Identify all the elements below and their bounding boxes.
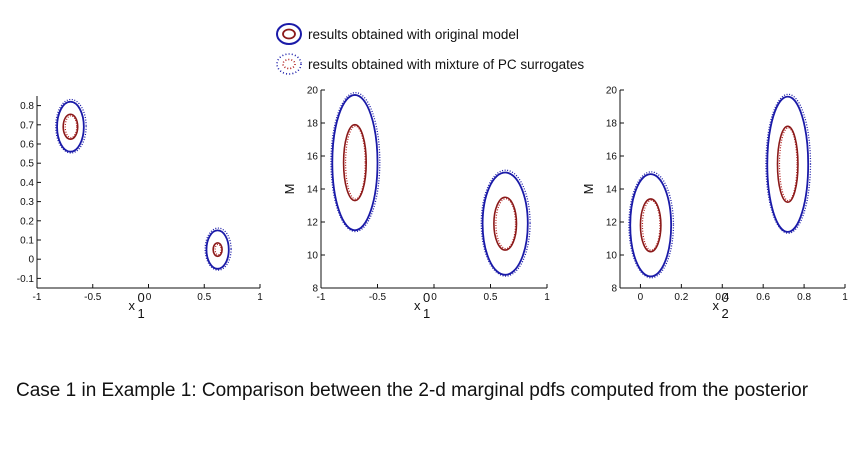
x-tick-label: 1 xyxy=(842,292,848,303)
original-inner-contour xyxy=(342,123,368,202)
original-inner-contour xyxy=(493,196,518,251)
surrogate-inner-contour xyxy=(64,115,78,139)
original-inner-contour xyxy=(776,125,799,204)
x-tick-label: -0.5 xyxy=(84,292,102,303)
y-tick-label: 12 xyxy=(307,218,319,229)
original-outer-contour xyxy=(205,229,230,270)
surrogate-inner-contour xyxy=(345,125,366,200)
y-tick-label: 8 xyxy=(312,284,318,295)
y-tick-label: 20 xyxy=(606,86,618,97)
surrogate-inner-contour xyxy=(214,243,222,256)
y-tick-label: 12 xyxy=(606,218,618,229)
x-axis-label: x xyxy=(129,298,136,313)
y-tick-label: 20 xyxy=(307,86,319,97)
surrogate-outer-contour xyxy=(628,171,675,279)
x-tick-label: 0 xyxy=(146,292,152,303)
y-tick-label: 0.1 xyxy=(20,236,34,247)
surrogate-outer-contour xyxy=(330,92,381,233)
x-tick-label: -1 xyxy=(33,292,42,303)
y-tick-label: 0.6 xyxy=(20,140,34,151)
original-outer-contour xyxy=(56,100,85,153)
y-axis-label: M xyxy=(581,184,596,195)
y-tick-label: 10 xyxy=(606,251,618,262)
x-axis-label: x xyxy=(713,298,720,313)
legend: results obtained with original model res… xyxy=(276,23,584,75)
x-tick-label: 1 xyxy=(544,292,550,303)
y-tick-label: 0.5 xyxy=(20,159,34,170)
x-tick-label: 0 xyxy=(431,292,437,303)
legend-label-surrogate: results obtained with mixture of PC surr… xyxy=(308,57,584,72)
panel-1: -1 -0.5 0 0.5 1 -0.1 0 0.1 0.2 0.3 0.4 0.5 0.6 0.7 0.8… xyxy=(17,96,263,321)
y-tick-label: 0 xyxy=(28,255,34,266)
surrogate-inner-contour xyxy=(641,199,661,251)
y-tick-label: 0.4 xyxy=(20,178,34,189)
y-tick-label: 16 xyxy=(606,152,618,163)
original-outer-contour xyxy=(766,95,810,233)
x-axis-label: x xyxy=(414,298,421,313)
surrogate-outer-contour xyxy=(55,98,87,154)
y-tick-label: 18 xyxy=(307,119,319,130)
x-axis-label-subscript: 2 xyxy=(722,306,729,321)
x-tick-label: -0.5 xyxy=(369,292,387,303)
y-tick-label: 16 xyxy=(307,152,319,163)
original-inner-contour xyxy=(639,198,662,253)
x-tick-label: 0 xyxy=(638,292,644,303)
original-outer-contour xyxy=(629,173,673,278)
x-tick-label: 0.5 xyxy=(197,292,211,303)
x-axis-label-superscript: 0 xyxy=(722,290,729,305)
x-axis-label-superscript: 0 xyxy=(423,290,430,305)
x-tick-label: 0.2 xyxy=(674,292,688,303)
original-outer-contour xyxy=(481,171,529,276)
x-tick-label: -1 xyxy=(317,292,326,303)
legend-marker-original xyxy=(276,23,302,45)
surrogate-outer-contour xyxy=(204,227,232,271)
x-tick-label: 0.8 xyxy=(797,292,811,303)
y-tick-label: 0.3 xyxy=(20,197,34,208)
y-tick-label: 0.7 xyxy=(20,120,34,131)
y-tick-label: 14 xyxy=(307,185,319,196)
y-tick-label: 10 xyxy=(307,251,319,262)
x-tick-label: 0.6 xyxy=(756,292,770,303)
surrogate-outer-contour xyxy=(480,169,531,277)
figure: results obtained with original model res… xyxy=(17,23,848,322)
original-outer-contour xyxy=(331,94,379,232)
x-axis-label-subscript: 1 xyxy=(138,306,145,321)
original-inner-contour xyxy=(62,113,79,141)
figure-caption: Case 1 in Example 1: Comparison between … xyxy=(16,380,809,401)
surrogate-inner-contour xyxy=(495,198,517,250)
x-axis-label-superscript: 0 xyxy=(138,290,145,305)
x-axis-label-subscript: 1 xyxy=(423,306,430,321)
y-tick-label: -0.1 xyxy=(17,274,35,285)
y-tick-label: 8 xyxy=(611,284,617,295)
legend-marker-surrogate xyxy=(276,53,302,75)
panels: -1 -0.5 0 0.5 1 -0.1 0 0.1 0.2 0.3 0.4 0.5 0.6 0.7 0.8… xyxy=(17,86,848,322)
x-tick-label: 0.5 xyxy=(484,292,498,303)
y-tick-label: 0.2 xyxy=(20,216,34,227)
y-axis-label: M xyxy=(282,184,297,195)
surrogate-inner-contour xyxy=(778,127,798,202)
surrogate-outer-contour xyxy=(765,93,812,234)
y-tick-label: 18 xyxy=(606,119,618,130)
original-inner-contour xyxy=(212,242,223,258)
y-tick-label: 14 xyxy=(606,185,618,196)
x-tick-label: 1 xyxy=(257,292,263,303)
legend-label-original: results obtained with original model xyxy=(308,27,519,42)
y-tick-label: 0.8 xyxy=(20,101,34,112)
x-tick-label: 0.4 xyxy=(715,292,729,303)
